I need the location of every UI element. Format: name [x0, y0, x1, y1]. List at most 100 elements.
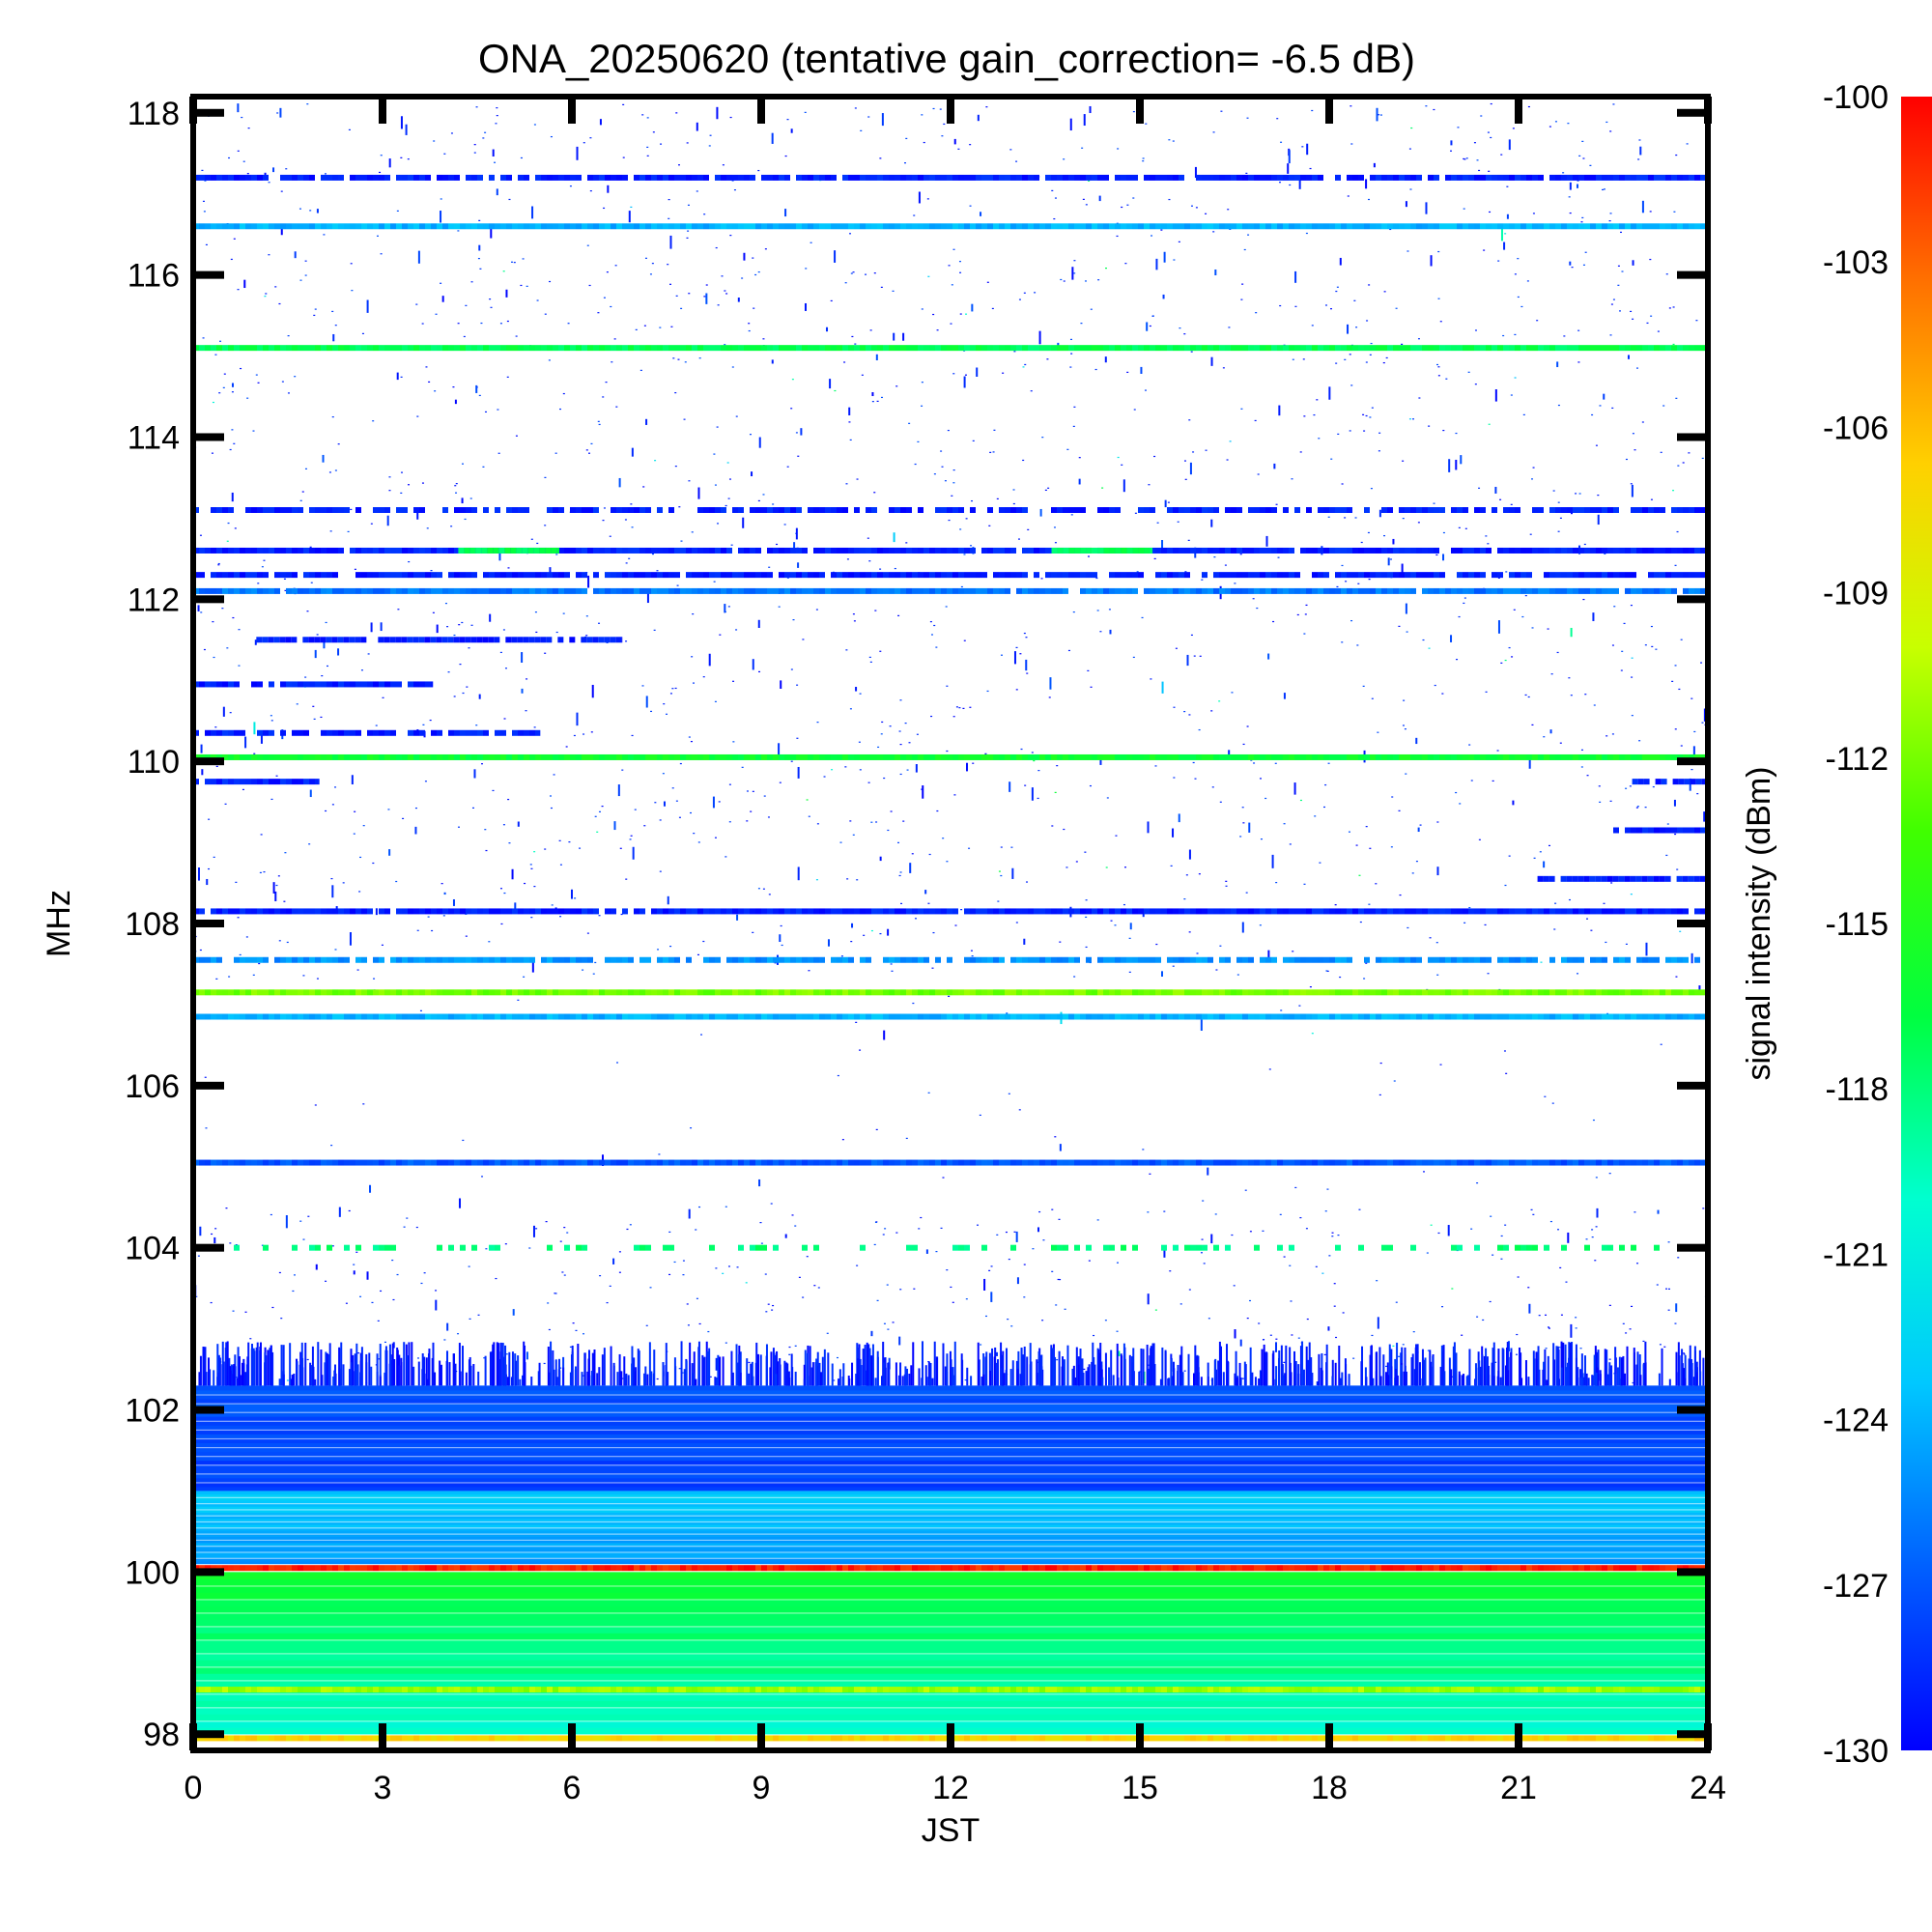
signal-band-segment — [1231, 572, 1236, 579]
signal-band-segment — [906, 572, 912, 579]
noise-fringe — [1235, 1350, 1237, 1386]
noise-speckle — [1099, 631, 1102, 633]
noise-speckle — [1173, 259, 1176, 261]
noise-speckle — [859, 1049, 862, 1051]
noise-speckle — [402, 817, 405, 820]
signal-band-segment — [1445, 587, 1451, 594]
signal-band-segment — [408, 587, 413, 594]
noise-speckle — [446, 1322, 449, 1331]
signal-band-segment — [1607, 572, 1613, 579]
noise-speckle — [416, 1357, 419, 1359]
signal-band-segment — [205, 753, 211, 760]
noise-speckle — [606, 1301, 609, 1304]
signal-band-segment — [292, 223, 298, 230]
noise-fringe — [439, 1360, 441, 1386]
noise-speckle — [1122, 479, 1125, 493]
noise-speckle — [429, 719, 432, 722]
noise-speckle — [287, 392, 290, 394]
signal-band-segment — [628, 587, 634, 594]
noise-speckle — [897, 614, 900, 616]
noise-speckle — [1055, 1304, 1058, 1306]
noise-speckle — [1514, 377, 1517, 379]
signal-band-segment — [504, 547, 511, 554]
noise-speckle — [715, 1267, 718, 1269]
signal-band-segment — [1213, 345, 1219, 352]
signal-band-segment — [321, 174, 327, 181]
noise-speckle — [715, 1357, 718, 1371]
noise-speckle — [1007, 1319, 1009, 1321]
noise-speckle — [1274, 762, 1277, 764]
noise-speckle — [669, 283, 672, 285]
noise-speckle — [334, 786, 337, 788]
noise-speckle — [562, 612, 565, 614]
noise-fringe — [1066, 1345, 1069, 1386]
noise-speckle — [1409, 188, 1412, 190]
noise-speckle — [629, 838, 632, 840]
noise-fringe — [428, 1349, 431, 1386]
noise-speckle — [485, 1248, 488, 1250]
signal-band-segment — [495, 223, 500, 230]
signal-band-segment — [315, 223, 321, 230]
signal-band-segment — [1520, 174, 1526, 181]
signal-band-segment — [1503, 345, 1509, 352]
noise-speckle — [1201, 579, 1204, 581]
noise-speckle — [1054, 791, 1057, 794]
noise-speckle — [416, 415, 419, 417]
signal-band-segment — [431, 587, 437, 594]
noise-speckle — [422, 724, 425, 725]
signal-band-segment — [947, 572, 952, 579]
signal-band-segment — [390, 547, 396, 554]
signal-band-segment — [327, 223, 332, 230]
signal-band-segment — [981, 572, 987, 579]
signal-band-segment — [674, 547, 680, 554]
signal-band-segment — [1515, 345, 1520, 352]
signal-band-segment — [1422, 572, 1428, 579]
noise-speckle — [674, 466, 677, 468]
signal-band-segment — [547, 587, 553, 594]
noise-speckle — [1117, 148, 1120, 150]
signal-band-segment — [245, 174, 251, 181]
noise-speckle — [1025, 637, 1028, 639]
noise-speckle — [726, 462, 729, 464]
noise-fringe — [1072, 1365, 1075, 1386]
signal-band-segment — [912, 587, 918, 594]
signal-band-segment — [605, 345, 611, 352]
noise-speckle — [772, 1304, 775, 1307]
noise-fringe — [1520, 1352, 1522, 1386]
noise-speckle — [1412, 1331, 1415, 1333]
signal-band-segment — [970, 507, 976, 513]
noise-speckle — [1629, 785, 1632, 787]
signal-band-segment — [587, 223, 593, 230]
signal-band-segment — [1213, 174, 1219, 181]
signal-band-segment — [981, 587, 987, 594]
noise-speckle — [331, 415, 334, 418]
signal-band-segment — [1283, 345, 1289, 352]
signal-band-segment — [350, 587, 355, 594]
signal-band-segment — [1642, 507, 1648, 513]
noise-speckle — [1613, 606, 1616, 608]
noise-speckle — [950, 323, 952, 325]
noise-fringe — [683, 1369, 686, 1386]
noise-fringe — [1146, 1344, 1149, 1386]
noise-speckle — [265, 293, 268, 295]
signal-band-segment — [1097, 587, 1103, 594]
signal-band-segment — [918, 507, 923, 513]
signal-band-segment — [1671, 572, 1677, 579]
signal-band-segment — [396, 587, 402, 594]
signal-band-segment — [1022, 345, 1028, 352]
noise-speckle — [1422, 1171, 1425, 1173]
signal-band-segment — [1213, 572, 1219, 579]
noise-speckle — [1231, 1234, 1234, 1236]
noise-speckle — [950, 1286, 952, 1289]
noise-speckle — [1205, 449, 1208, 451]
signal-band-segment — [309, 587, 315, 594]
signal-band-segment — [1381, 572, 1387, 579]
signal-band-segment — [668, 572, 674, 579]
signal-band-segment — [825, 587, 831, 594]
noise-fringe — [1101, 1377, 1104, 1386]
noise-speckle — [1596, 1208, 1599, 1218]
noise-speckle — [1042, 1239, 1045, 1241]
signal-band-segment — [466, 345, 471, 352]
noise-fringe — [620, 1371, 623, 1386]
noise-fringe — [1405, 1371, 1407, 1386]
